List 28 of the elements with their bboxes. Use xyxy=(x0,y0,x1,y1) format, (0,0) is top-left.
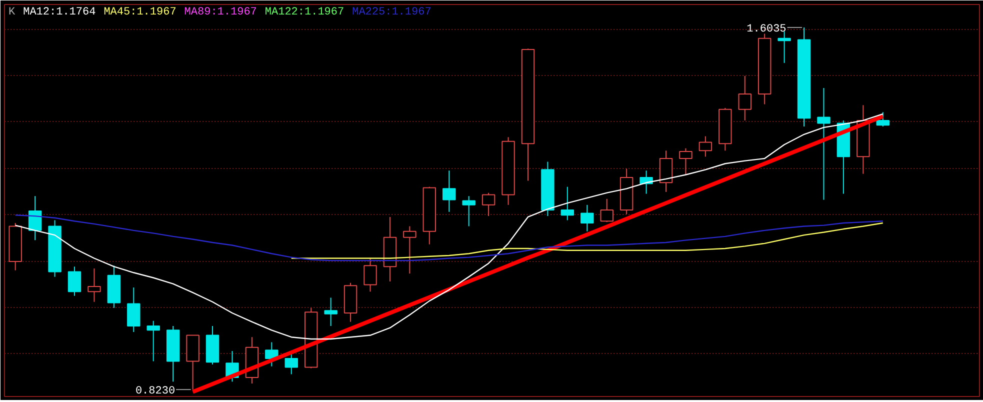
candlestick xyxy=(679,148,692,176)
candlestick xyxy=(560,186,574,221)
text: MA45:1.1967 xyxy=(104,6,176,18)
candlestick xyxy=(324,297,338,326)
annotation: K xyxy=(8,6,16,18)
candlestick xyxy=(738,75,752,121)
candlestick xyxy=(600,198,614,223)
candlestick xyxy=(778,30,791,64)
candlestick xyxy=(284,354,298,375)
annotation: 1.6035 xyxy=(746,23,786,36)
candlestick xyxy=(442,170,456,212)
candlestick xyxy=(127,286,140,333)
text: MA12:1.1764 xyxy=(23,6,96,18)
legend-label: MA89:1.1967 xyxy=(184,6,257,18)
candlestick xyxy=(88,268,101,302)
candlestick xyxy=(146,320,160,362)
legend-label: MA122:1.1967 xyxy=(264,6,344,18)
candlestick xyxy=(482,192,496,217)
candlestick xyxy=(462,196,476,227)
candlestick xyxy=(580,204,594,232)
text: MA225:1.1967 xyxy=(352,6,432,18)
candlestick xyxy=(403,226,416,274)
candlestick xyxy=(817,88,830,200)
candlestick xyxy=(876,112,890,128)
annotation: 0.8230 xyxy=(135,386,176,398)
candlestick xyxy=(364,258,377,292)
candlestick xyxy=(698,136,712,158)
candlestick xyxy=(68,266,82,296)
